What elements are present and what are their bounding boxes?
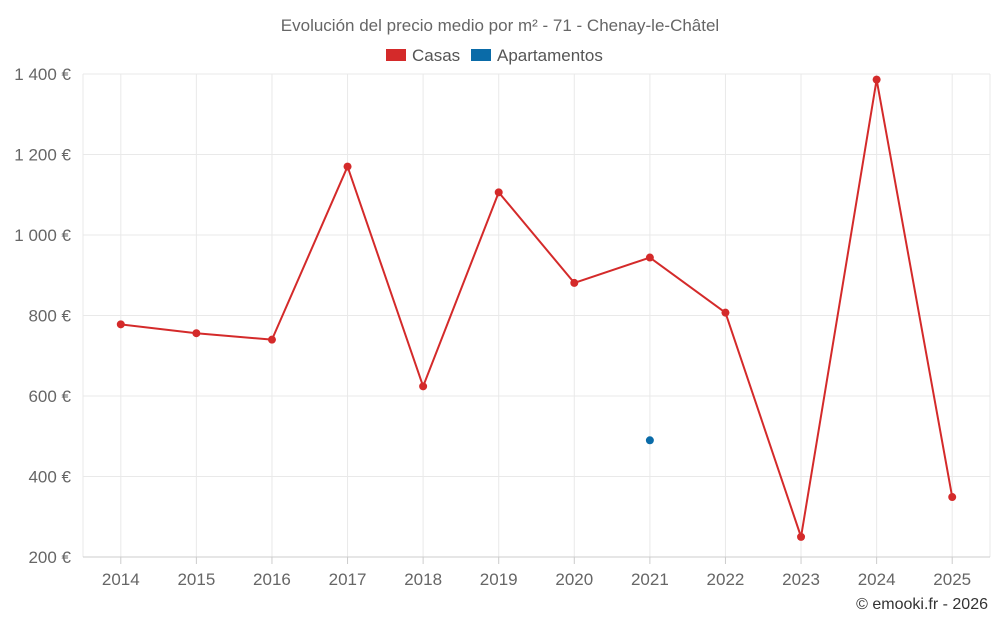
y-tick-label: 1 000 € — [14, 226, 71, 245]
data-point-casas-2017[interactable] — [343, 162, 352, 171]
y-tick-label: 800 € — [28, 307, 71, 326]
x-tick-label: 2020 — [555, 570, 593, 589]
chart-title: Evolución del precio medio por m² - 71 -… — [281, 16, 719, 35]
data-point-casas-2019[interactable] — [494, 188, 503, 197]
data-point-apartamentos-2021[interactable] — [645, 436, 654, 445]
data-point-casas-2016[interactable] — [267, 335, 276, 344]
data-point-casas-2014[interactable] — [116, 320, 125, 329]
x-tick-label: 2015 — [177, 570, 215, 589]
y-tick-label: 1 200 € — [14, 146, 71, 165]
y-tick-label: 200 € — [28, 548, 71, 567]
y-axis: 200 € 400 € 600 € 800 € 1 000 € 1 200 € 1 400 … — [14, 65, 71, 567]
data-point-casas-2020[interactable] — [570, 278, 579, 287]
legend: Casas Apartamentos — [386, 46, 603, 65]
x-tick-label: 2016 — [253, 570, 291, 589]
data-point-casas-2018[interactable] — [419, 382, 428, 391]
y-tick-label: 400 € — [28, 468, 71, 487]
x-tick-label: 2017 — [329, 570, 367, 589]
series-line-casas — [120, 78, 954, 538]
grid — [82, 73, 991, 557]
x-tick-label: 2018 — [404, 570, 442, 589]
x-tick-label: 2023 — [782, 570, 820, 589]
data-point-casas-2015[interactable] — [192, 329, 201, 338]
data-point-casas-2023[interactable] — [797, 532, 806, 541]
data-point-casas-2025[interactable] — [948, 493, 957, 502]
x-tick-label: 2019 — [480, 570, 518, 589]
legend-item-casas[interactable]: Casas — [386, 46, 460, 65]
y-tick-label: 1 400 € — [14, 65, 71, 84]
legend-swatch-apartamentos — [471, 49, 491, 61]
data-point-casas-2024[interactable] — [872, 75, 881, 84]
legend-label-casas: Casas — [412, 46, 460, 65]
x-axis: 2014 2015 2016 2017 2018 2019 2020 2021 2022 2023… — [83, 556, 990, 589]
legend-item-apartamentos[interactable]: Apartamentos — [471, 46, 603, 65]
data-point-casas-2022[interactable] — [721, 308, 730, 317]
x-tick-label: 2025 — [933, 570, 971, 589]
x-tick-label: 2021 — [631, 570, 669, 589]
legend-swatch-casas — [386, 49, 406, 61]
x-tick-label: 2024 — [858, 570, 896, 589]
credit-text: © emooki.fr - 2026 — [856, 596, 988, 613]
data-point-casas-2021[interactable] — [645, 253, 654, 262]
series-layer — [116, 75, 957, 541]
x-tick-label: 2014 — [102, 570, 140, 589]
legend-label-apartamentos: Apartamentos — [497, 46, 603, 65]
x-tick-label: 2022 — [707, 570, 745, 589]
y-tick-label: 600 € — [28, 387, 71, 406]
